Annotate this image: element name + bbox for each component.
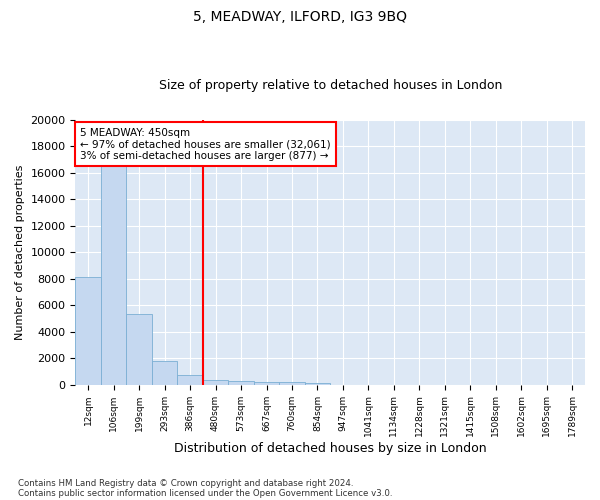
Y-axis label: Number of detached properties: Number of detached properties bbox=[15, 164, 25, 340]
Bar bbox=[279, 382, 305, 384]
Text: Contains HM Land Registry data © Crown copyright and database right 2024.: Contains HM Land Registry data © Crown c… bbox=[18, 478, 353, 488]
Bar bbox=[254, 382, 279, 384]
Bar bbox=[305, 383, 330, 384]
Bar bbox=[76, 278, 101, 384]
Bar bbox=[127, 314, 152, 384]
Bar bbox=[152, 362, 178, 384]
Text: 5, MEADWAY, ILFORD, IG3 9BQ: 5, MEADWAY, ILFORD, IG3 9BQ bbox=[193, 10, 407, 24]
Bar bbox=[101, 164, 127, 384]
Title: Size of property relative to detached houses in London: Size of property relative to detached ho… bbox=[158, 79, 502, 92]
Bar bbox=[228, 381, 254, 384]
Bar bbox=[203, 380, 228, 384]
Bar bbox=[178, 376, 203, 384]
Text: Contains public sector information licensed under the Open Government Licence v3: Contains public sector information licen… bbox=[18, 488, 392, 498]
Text: 5 MEADWAY: 450sqm
← 97% of detached houses are smaller (32,061)
3% of semi-detac: 5 MEADWAY: 450sqm ← 97% of detached hous… bbox=[80, 128, 331, 160]
X-axis label: Distribution of detached houses by size in London: Distribution of detached houses by size … bbox=[174, 442, 487, 455]
